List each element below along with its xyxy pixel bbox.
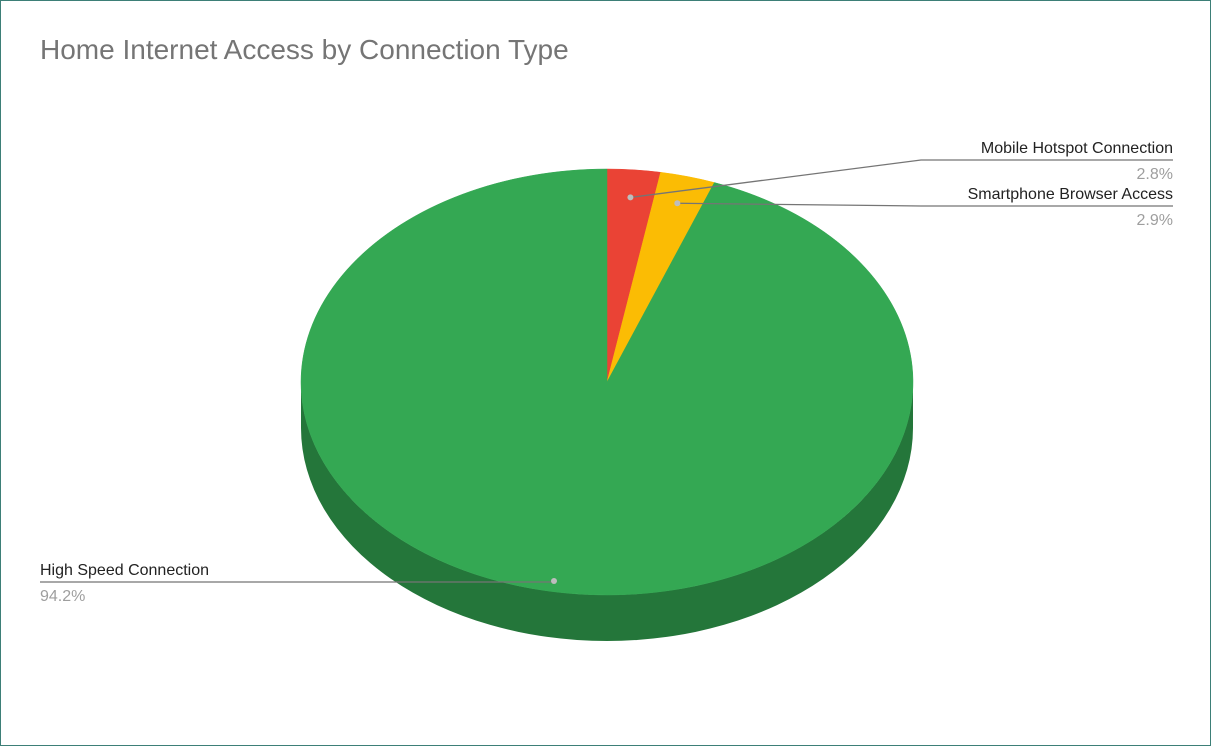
leader-dot-smartphone-browser-access bbox=[674, 200, 681, 207]
slice-label-mobile-hotspot-connection: Mobile Hotspot Connection bbox=[981, 140, 1173, 157]
pie-top-layer bbox=[300, 168, 914, 596]
pie-side-layer bbox=[301, 382, 913, 641]
leader-dot-high-speed-connection bbox=[551, 578, 557, 584]
leader-line-mobile-hotspot-connection bbox=[630, 159, 1173, 199]
leader-dot-mobile-hotspot-connection bbox=[627, 194, 634, 201]
slice-label-high-speed-connection: High Speed Connection bbox=[40, 562, 209, 579]
leader-line-smartphone-browser-access bbox=[677, 202, 1173, 207]
slice-value-high-speed-connection: 94.2% bbox=[40, 588, 85, 605]
chart-title: Home Internet Access by Connection Type bbox=[40, 34, 569, 65]
label-layer: Mobile Hotspot Connection 2.8% Smartphone … bbox=[40, 140, 1173, 605]
slice-value-mobile-hotspot-connection: 2.8% bbox=[1137, 166, 1173, 183]
slice-value-smartphone-browser-access: 2.9% bbox=[1137, 212, 1173, 229]
leader-layer bbox=[40, 159, 1173, 584]
pie-slice-high-speed-connection[interactable] bbox=[300, 168, 914, 596]
pie-side-high-speed-connection bbox=[301, 382, 913, 641]
slice-label-smartphone-browser-access: Smartphone Browser Access bbox=[968, 186, 1173, 203]
